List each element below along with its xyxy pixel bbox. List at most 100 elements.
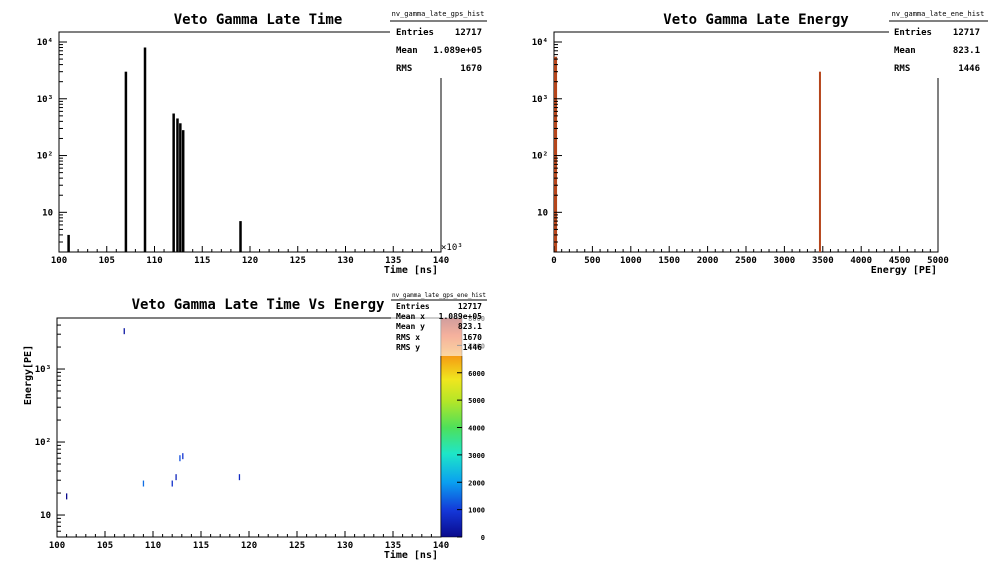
time-vs-energy-marks: 100 105 110 115 120 125 130 135 140 10 10² 10³	[35, 317, 449, 551]
heatmap-cell	[123, 328, 125, 335]
energy-histogram-stats-box: nv_gamma_late_ene_hist Entries 12717 Mea…	[889, 6, 988, 78]
stats-rms-x-label: RMS x	[396, 333, 420, 342]
x-tick-label: 135	[385, 541, 401, 551]
x-tick-label: 1000	[620, 256, 642, 266]
histogram-bar	[239, 221, 242, 252]
y-tick-label: 10	[40, 511, 51, 521]
energy-histogram-title: Veto Gamma Late Energy	[663, 12, 849, 28]
x-tick-label: 115	[193, 541, 209, 551]
heatmap-cell	[182, 453, 184, 460]
stats-rms-value: 1670	[460, 64, 482, 74]
energy-histogram-panel: Veto Gamma Late Energy 0 500 1000 1500 2000 2…	[532, 6, 988, 276]
stats-rms-x-value: 1670	[463, 333, 482, 342]
x-tick-label: 100	[49, 541, 65, 551]
energy-histogram-frame	[553, 31, 939, 253]
time-histogram-marks: 100 105 110 115 120 125 130 135 140 10 10² 10³ 10⁴	[37, 38, 449, 266]
stats-rms-y-label: RMS y	[396, 343, 420, 352]
heatmap-cell	[179, 455, 181, 462]
energy-histogram-marks: 0 500 1000 1500 2000 2500 3000 3500 4000 4500 5000…	[532, 38, 949, 266]
heatmap-cell	[175, 474, 177, 481]
heatmap-cell	[171, 480, 173, 487]
x-tick-label: 135	[385, 256, 401, 266]
y-tick-label: 10³	[37, 95, 53, 105]
stats-entries-label: Entries	[894, 27, 932, 38]
time-vs-energy-title: Veto Gamma Late Time Vs Energy	[132, 297, 385, 313]
z-tick-label: 2000	[468, 479, 485, 487]
x-tick-label: 130	[337, 256, 353, 266]
histogram-bar	[818, 71, 821, 252]
time-histogram-frame	[58, 31, 442, 253]
x-tick-label: 140	[433, 541, 449, 551]
x-tick-label: 120	[241, 541, 257, 551]
stats-rms-label: RMS	[894, 64, 910, 74]
y-tick-label: 10⁴	[37, 38, 53, 48]
x-tick-label: 3500	[812, 256, 834, 266]
time-vs-energy-xlabel: Time [ns]	[384, 549, 438, 561]
histogram-bar	[181, 130, 185, 252]
time-histogram-title: Veto Gamma Late Time	[174, 12, 343, 28]
time-histogram-x-exponent: ×10³	[441, 243, 463, 253]
time-vs-energy-panel: Veto Gamma Late Time Vs Energy 100 105 110…	[23, 291, 487, 561]
x-tick-label: 110	[145, 541, 161, 551]
time-histogram-stats-box: nv_gamma_late_gps_hist Entries 12717 Mea…	[390, 6, 487, 78]
y-tick-label: 10²	[532, 152, 548, 162]
y-tick-label: 10²	[37, 152, 53, 162]
x-tick-label: 4000	[850, 256, 872, 266]
y-tick-label: 10	[42, 208, 53, 218]
stats-entries-value: 12717	[458, 302, 482, 311]
stats-entries-value: 12717	[953, 28, 980, 38]
x-tick-label: 1500	[658, 256, 680, 266]
histogram-bar	[67, 234, 70, 252]
x-tick-label: 125	[289, 541, 305, 551]
z-tick-label: 4000	[468, 425, 485, 433]
x-tick-label: 140	[433, 256, 449, 266]
stats-title: nv_gamma_late_gps_ene_hist	[392, 292, 486, 299]
time-vs-energy-ylabel: Energy[PE]	[23, 345, 34, 405]
stats-mean-x-value: 1.089e+05	[439, 312, 483, 321]
y-tick-label: 10³	[532, 95, 548, 105]
x-tick-label: 130	[337, 541, 353, 551]
histogram-bar	[172, 113, 175, 252]
x-tick-label: 100	[51, 256, 67, 266]
stats-mean-y-value: 823.1	[458, 322, 482, 331]
histogram-bar	[179, 123, 182, 252]
z-tick-label: 5000	[468, 397, 485, 405]
x-tick-label: 105	[97, 541, 113, 551]
y-tick-label: 10⁴	[532, 38, 548, 48]
x-tick-label: 0	[551, 256, 556, 266]
z-tick-label: 0	[481, 534, 485, 542]
time-histogram-xlabel: Time [ns]	[384, 264, 438, 276]
heatmap-cell	[238, 474, 241, 481]
stats-mean-y-label: Mean y	[396, 322, 425, 331]
stats-mean-value: 1.089e+05	[433, 46, 482, 56]
stats-title: nv_gamma_late_gps_hist	[392, 10, 485, 18]
stats-mean-value: 823.1	[953, 46, 980, 56]
x-tick-label: 500	[584, 256, 600, 266]
x-tick-label: 4500	[889, 256, 911, 266]
x-tick-label: 2500	[735, 256, 757, 266]
x-tick-label: 125	[290, 256, 306, 266]
heatmap-cell	[66, 493, 68, 500]
stats-title: nv_gamma_late_ene_hist	[892, 10, 985, 18]
time-histogram-panel: Veto Gamma Late Time 100 105 110 115 120 125 1…	[37, 6, 487, 276]
stats-rms-label: RMS	[396, 64, 412, 74]
x-tick-label: 110	[146, 256, 162, 266]
time-vs-energy-frame	[56, 317, 442, 538]
y-tick-label: 10	[537, 208, 548, 218]
y-tick-label: 10³	[35, 365, 51, 375]
histogram-bar	[124, 71, 128, 252]
y-tick-label: 10²	[35, 438, 51, 448]
time-vs-energy-stats-box: nv_gamma_late_gps_ene_hist Entries 12717…	[391, 291, 487, 356]
energy-histogram-xlabel: Energy [PE]	[871, 265, 937, 276]
stats-entries-value: 12717	[455, 28, 482, 38]
histogram-bar	[143, 47, 147, 253]
x-tick-label: 105	[99, 256, 115, 266]
x-tick-label: 120	[242, 256, 258, 266]
stats-mean-label: Mean	[894, 46, 916, 56]
histogram-bar	[554, 56, 558, 252]
stats-entries-label: Entries	[396, 301, 430, 311]
x-tick-label: 2000	[697, 256, 719, 266]
x-tick-label: 3000	[774, 256, 796, 266]
stats-entries-label: Entries	[396, 27, 434, 38]
